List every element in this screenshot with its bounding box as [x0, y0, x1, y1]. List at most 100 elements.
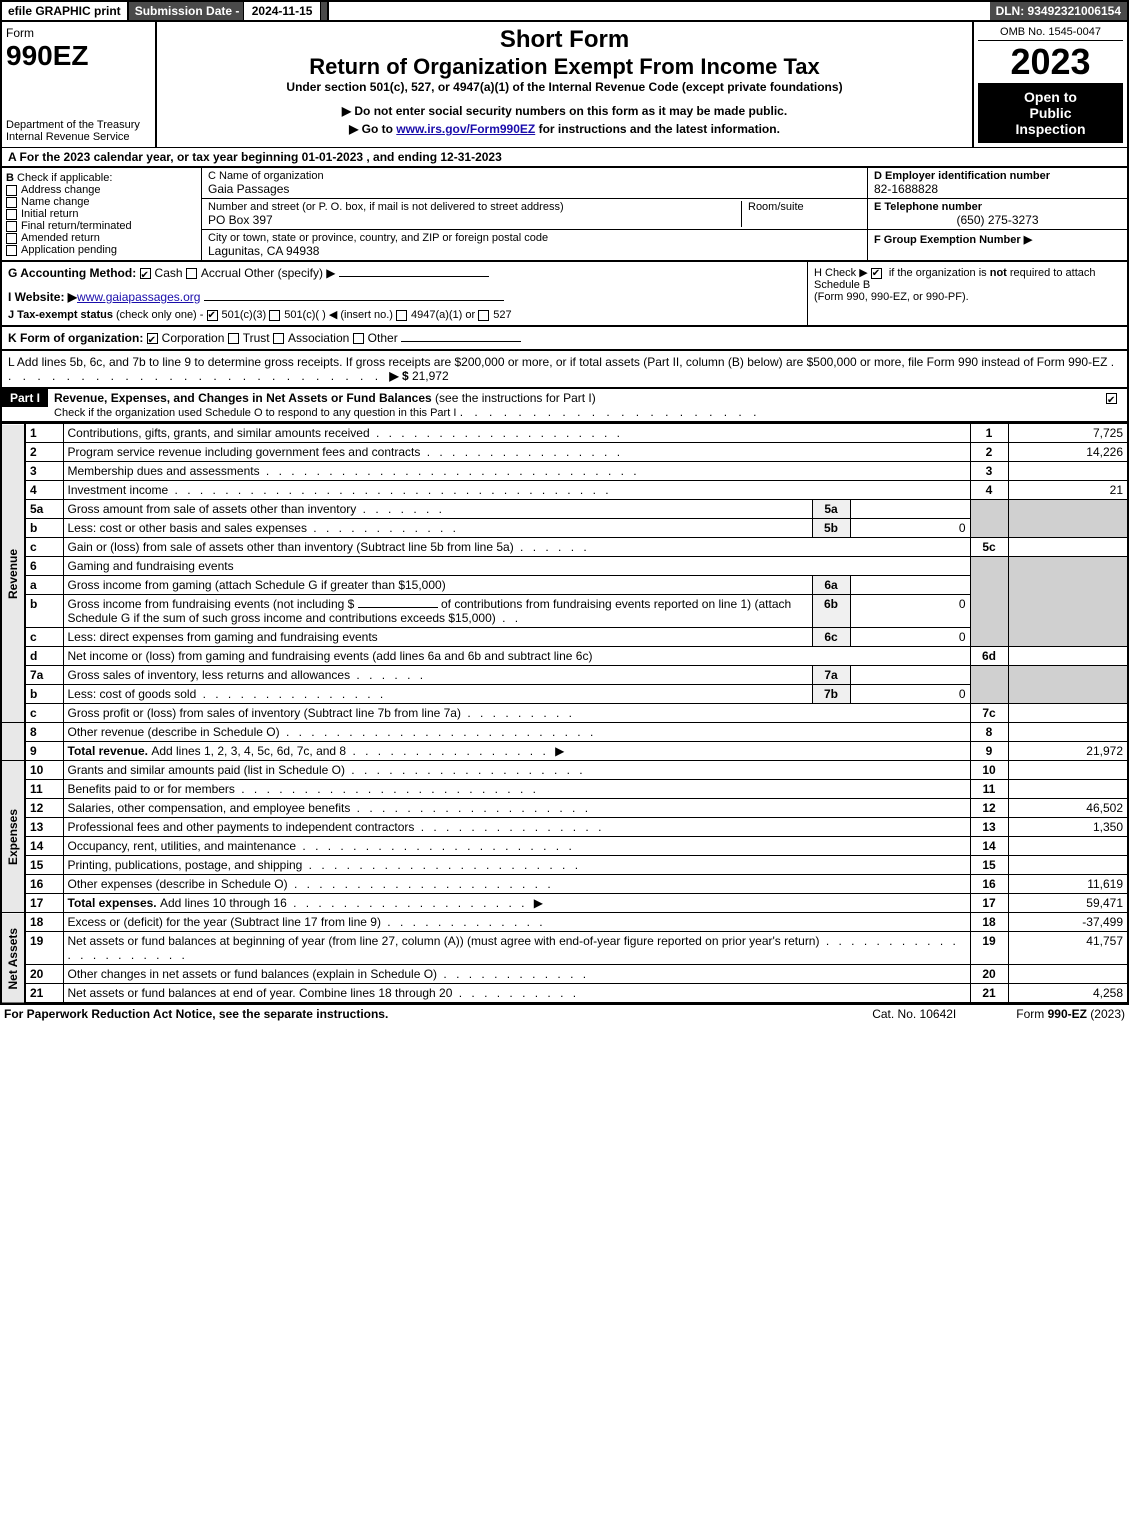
r4-desc: Investment income . . . . . . . . . . . … [63, 481, 970, 500]
row-5a: 5a Gross amount from sale of assets othe… [1, 500, 1128, 519]
footer-right-pre: Form [1016, 1007, 1047, 1021]
website-link[interactable]: www.gaiapassages.org [77, 290, 200, 304]
section-bcdef: B Check if applicable: Address change Na… [0, 168, 1129, 262]
col-b: B Check if applicable: Address change Na… [2, 168, 202, 260]
r11-desc: Benefits paid to or for members . . . . … [63, 780, 970, 799]
r1-ln: 1 [970, 424, 1008, 443]
checkbox-address-change[interactable] [6, 185, 17, 196]
col-g: G Accounting Method: Cash Accrual Other … [2, 262, 807, 325]
r1-desc: Contributions, gifts, grants, and simila… [63, 424, 970, 443]
checkbox-4947[interactable] [396, 310, 407, 321]
j-4947: 4947(a)(1) or [411, 309, 475, 321]
row-3: 3 Membership dues and assessments . . . … [1, 462, 1128, 481]
e-label: E Telephone number [874, 201, 1121, 213]
r7a-num: 7a [25, 666, 63, 685]
checkbox-schedule-o[interactable] [1106, 393, 1117, 404]
r6c-num: c [25, 628, 63, 647]
checkbox-final-return[interactable] [6, 221, 17, 232]
r13-desc: Professional fees and other payments to … [63, 818, 970, 837]
open2: Public [982, 105, 1119, 121]
r11-num: 11 [25, 780, 63, 799]
group-exemption-block: F Group Exemption Number ▶ [868, 230, 1127, 260]
r2-desc: Program service revenue including govern… [63, 443, 970, 462]
r14-num: 14 [25, 837, 63, 856]
r12-val: 46,502 [1008, 799, 1128, 818]
r12-ln: 12 [970, 799, 1008, 818]
checkbox-name-change[interactable] [6, 197, 17, 208]
row-13: 13 Professional fees and other payments … [1, 818, 1128, 837]
row-4: 4 Investment income . . . . . . . . . . … [1, 481, 1128, 500]
r5a-num: 5a [25, 500, 63, 519]
org-name-block: C Name of organization Gaia Passages [202, 168, 867, 199]
r6b-sn: 6b [812, 595, 850, 628]
r6d-desc: Net income or (loss) from gaming and fun… [63, 647, 970, 666]
ein-value: 82-1688828 [874, 182, 1121, 196]
checkbox-527[interactable] [478, 310, 489, 321]
checkbox-association[interactable] [273, 333, 284, 344]
checkbox-amended-return[interactable] [6, 233, 17, 244]
r3-ln: 3 [970, 462, 1008, 481]
header-left: Form 990EZ Department of the Treasury In… [2, 22, 157, 147]
checkbox-501c[interactable] [269, 310, 280, 321]
b-letter: B [6, 172, 14, 184]
checkbox-cash[interactable] [140, 268, 151, 279]
c-city-label: City or town, state or province, country… [208, 232, 861, 244]
phone-block: E Telephone number (650) 275-3273 [868, 199, 1127, 230]
tax-year: 2023 [978, 41, 1123, 83]
r6a-num: a [25, 576, 63, 595]
page-footer: For Paperwork Reduction Act Notice, see … [0, 1004, 1129, 1023]
col-h: H Check ▶ if the organization is not req… [807, 262, 1127, 325]
r1-val: 7,725 [1008, 424, 1128, 443]
part1-title-block: Revenue, Expenses, and Changes in Net As… [48, 389, 1100, 421]
r6-shade-val [1008, 557, 1128, 647]
checkbox-trust[interactable] [228, 333, 239, 344]
r11-ln: 11 [970, 780, 1008, 799]
section-gh: G Accounting Method: Cash Accrual Other … [0, 262, 1129, 327]
row-21: 21 Net assets or fund balances at end of… [1, 984, 1128, 1004]
r21-num: 21 [25, 984, 63, 1004]
k-corp: Corporation [162, 331, 225, 345]
r6c-sn: 6c [812, 628, 850, 647]
row-6a: a Gross income from gaming (attach Sched… [1, 576, 1128, 595]
checkbox-other-org[interactable] [353, 333, 364, 344]
checkbox-application-pending[interactable] [6, 245, 17, 256]
r7c-val [1008, 704, 1128, 723]
form-number: 990EZ [6, 40, 151, 72]
opt-address: Address change [21, 184, 101, 196]
r5c-desc: Gain or (loss) from sale of assets other… [63, 538, 970, 557]
r7b-desc: Less: cost of goods sold . . . . . . . .… [63, 685, 812, 704]
g-accrual: Accrual [201, 266, 241, 280]
f-label: F Group Exemption Number ▶ [874, 234, 1032, 246]
r16-desc: Other expenses (describe in Schedule O) … [63, 875, 970, 894]
checkbox-schedule-b[interactable] [871, 268, 882, 279]
r7a-sv [850, 666, 970, 685]
footer-right: Form 990-EZ (2023) [1016, 1007, 1125, 1021]
irs-link[interactable]: www.irs.gov/Form990EZ [396, 122, 535, 136]
r19-ln: 19 [970, 932, 1008, 965]
r15-desc: Printing, publications, postage, and shi… [63, 856, 970, 875]
footer-right-bold: 990-EZ [1048, 1007, 1087, 1021]
instr-ssn: ▶ Do not enter social security numbers o… [165, 104, 964, 118]
r7ab-shade [970, 666, 1008, 704]
opt-pending: Application pending [21, 244, 117, 256]
r6-desc: Gaming and fundraising events [63, 557, 970, 576]
r2-val: 14,226 [1008, 443, 1128, 462]
k-trust: Trust [243, 331, 270, 345]
checkbox-501c3[interactable] [207, 310, 218, 321]
row-10: Expenses 10 Grants and similar amounts p… [1, 761, 1128, 780]
side-expenses: Expenses [1, 761, 25, 913]
checkbox-corporation[interactable] [147, 333, 158, 344]
r5ab-shade [970, 500, 1008, 538]
k-label: K Form of organization: [8, 331, 143, 345]
checkbox-initial-return[interactable] [6, 209, 17, 220]
r17-val: 59,471 [1008, 894, 1128, 913]
checkbox-accrual[interactable] [186, 268, 197, 279]
efile-print-button[interactable]: efile GRAPHIC print [2, 2, 129, 20]
r20-val [1008, 965, 1128, 984]
r20-num: 20 [25, 965, 63, 984]
g-cash: Cash [155, 266, 183, 280]
r5b-desc: Less: cost or other basis and sales expe… [63, 519, 812, 538]
j-527: 527 [493, 309, 511, 321]
i-label: I Website: ▶ [8, 290, 77, 304]
r5ab-shade-val [1008, 500, 1128, 538]
